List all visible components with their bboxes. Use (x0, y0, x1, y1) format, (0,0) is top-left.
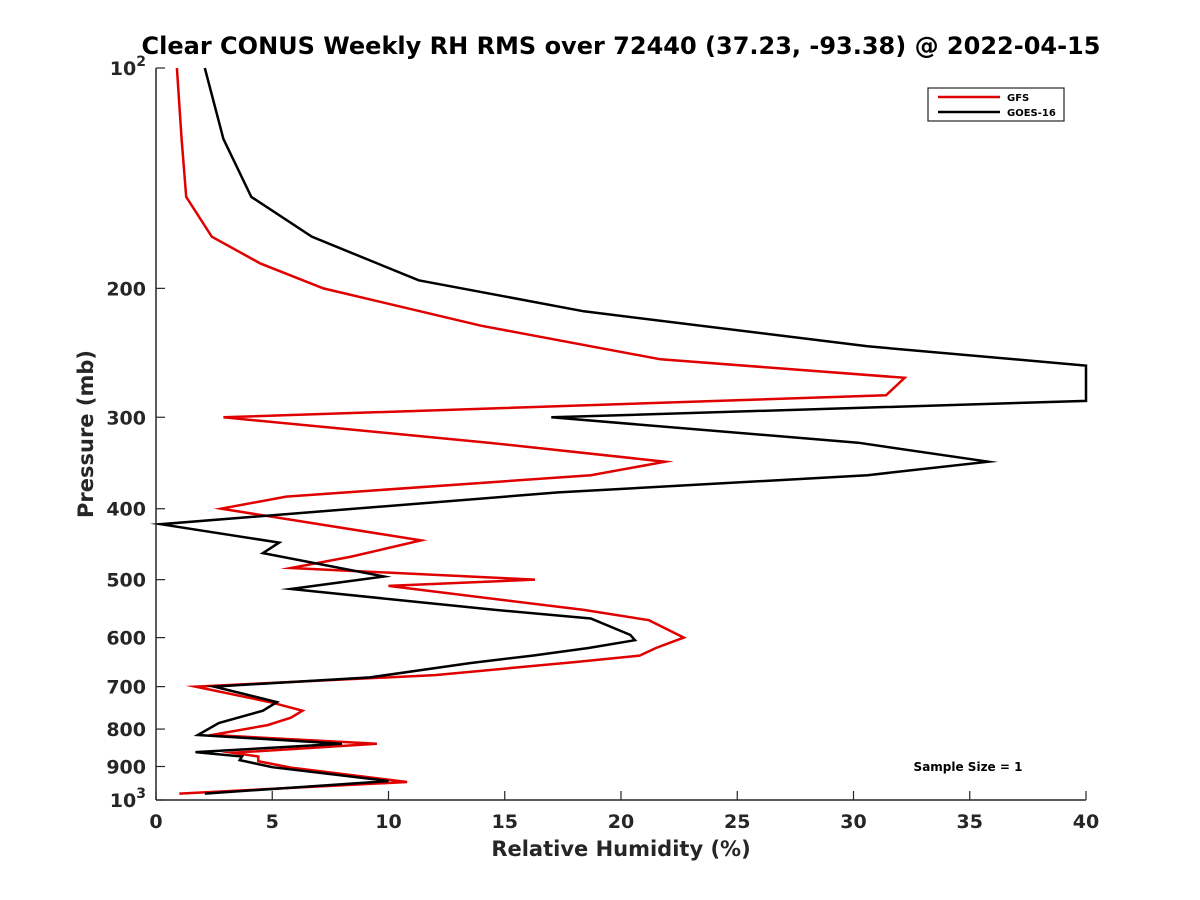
x-tick-label: 0 (149, 811, 162, 833)
y-tick-label-exponent: 3 (136, 786, 146, 802)
x-tick-label: 30 (840, 811, 866, 833)
series-line-gfs (175, 67, 908, 795)
chart-title: Clear CONUS Weekly RH RMS over 72440 (37… (142, 32, 1101, 60)
legend-box (927, 87, 1065, 122)
x-tick-label: 15 (492, 811, 518, 833)
legend-label-gfs: GFS (1007, 93, 1029, 104)
sample-size-annotation: Sample Size = 1 (914, 760, 1023, 774)
y-tick-label: 200 (106, 278, 146, 300)
series-layer (149, 67, 1088, 795)
x-ticks: 0 5 10 15 20 25 30 35 40 (149, 791, 1099, 833)
x-tick-label: 20 (608, 811, 634, 833)
y-tick-label: 900 (106, 757, 146, 779)
y-tick-label: 600 (106, 628, 146, 650)
y-tick-label: 103 (110, 786, 146, 812)
y-tick-label: 500 (106, 570, 146, 592)
x-tick-label: 10 (375, 811, 401, 833)
y-tick-label: 800 (106, 719, 146, 741)
y-tick-label-base: 10 (110, 58, 136, 80)
x-axis-label: Relative Humidity (%) (491, 837, 750, 861)
x-tick-label: 5 (266, 811, 279, 833)
x-tick-label: 35 (957, 811, 983, 833)
y-tick-label-exponent: 2 (136, 54, 146, 70)
legend-label-goes16: GOES-16 (1007, 108, 1056, 119)
plot-area (156, 68, 1086, 800)
y-tick-label: 102 (110, 54, 146, 80)
series-line-goes-16 (149, 67, 1088, 795)
y-tick-label: 400 (106, 499, 146, 521)
y-tick-label-base: 10 (110, 790, 136, 812)
y-axis-label: Pressure (mb) (74, 350, 98, 518)
legend: GFS GOES-16 (927, 87, 1065, 122)
x-tick-label: 25 (724, 811, 750, 833)
y-tick-label: 700 (106, 677, 146, 699)
y-tick-label: 300 (106, 407, 146, 429)
x-tick-label: 40 (1073, 811, 1099, 833)
